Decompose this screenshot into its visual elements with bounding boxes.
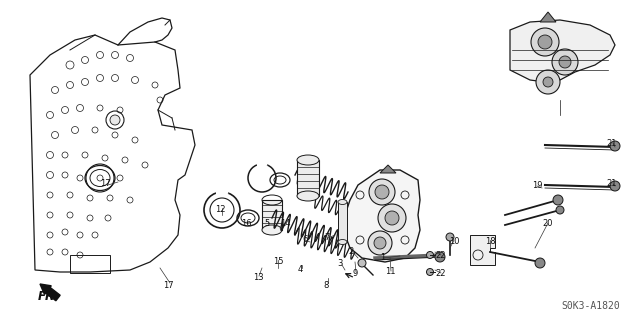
Text: 15: 15: [273, 256, 284, 265]
Circle shape: [378, 204, 406, 232]
Ellipse shape: [262, 225, 282, 235]
Polygon shape: [380, 165, 396, 173]
Text: 12: 12: [215, 204, 225, 213]
Text: 19: 19: [532, 182, 542, 190]
Text: 20: 20: [543, 219, 553, 228]
Circle shape: [553, 195, 563, 205]
Circle shape: [536, 70, 560, 94]
Polygon shape: [510, 20, 615, 82]
FancyArrow shape: [40, 284, 60, 301]
Circle shape: [385, 211, 399, 225]
Text: 21: 21: [607, 138, 617, 147]
Text: 8: 8: [323, 280, 329, 290]
Bar: [338, 202, 347, 242]
Text: 18: 18: [484, 236, 495, 246]
Ellipse shape: [338, 240, 347, 244]
Text: 14: 14: [280, 219, 291, 228]
Circle shape: [610, 141, 620, 151]
Text: 2: 2: [348, 247, 354, 256]
Circle shape: [610, 181, 620, 191]
Text: 16: 16: [241, 219, 252, 227]
Text: 17: 17: [100, 179, 110, 188]
Bar: [70, 255, 110, 273]
Circle shape: [538, 35, 552, 49]
Circle shape: [374, 237, 386, 249]
Text: 11: 11: [385, 268, 396, 277]
Text: 7: 7: [324, 234, 330, 242]
Text: 17: 17: [163, 280, 173, 290]
Circle shape: [368, 231, 392, 255]
Circle shape: [369, 179, 395, 205]
Circle shape: [446, 233, 454, 241]
Text: 22: 22: [436, 251, 446, 261]
Ellipse shape: [297, 155, 319, 165]
Circle shape: [426, 269, 433, 276]
Circle shape: [358, 259, 366, 267]
Circle shape: [552, 49, 578, 75]
Text: FR.: FR.: [38, 290, 60, 302]
Text: 6: 6: [302, 234, 308, 243]
Text: 21: 21: [607, 180, 617, 189]
Ellipse shape: [297, 191, 319, 201]
Text: 5: 5: [264, 219, 269, 228]
Circle shape: [110, 115, 120, 125]
Text: 4: 4: [298, 265, 303, 275]
Text: 22: 22: [436, 270, 446, 278]
Circle shape: [435, 252, 445, 262]
Text: 1: 1: [380, 254, 386, 263]
Circle shape: [375, 185, 389, 199]
Text: 3: 3: [337, 259, 342, 269]
Polygon shape: [470, 235, 495, 265]
Circle shape: [556, 206, 564, 214]
Circle shape: [535, 258, 545, 268]
Text: S0K3-A1820: S0K3-A1820: [561, 301, 620, 311]
Polygon shape: [345, 170, 420, 262]
Bar: [297, 160, 319, 196]
Polygon shape: [540, 12, 556, 22]
Circle shape: [426, 251, 433, 258]
Text: 10: 10: [449, 236, 460, 246]
Ellipse shape: [338, 199, 347, 204]
Circle shape: [531, 28, 559, 56]
Text: 13: 13: [253, 273, 263, 283]
Circle shape: [543, 77, 553, 87]
Circle shape: [559, 56, 571, 68]
Bar: [262, 200, 282, 230]
Text: 9: 9: [353, 269, 358, 278]
